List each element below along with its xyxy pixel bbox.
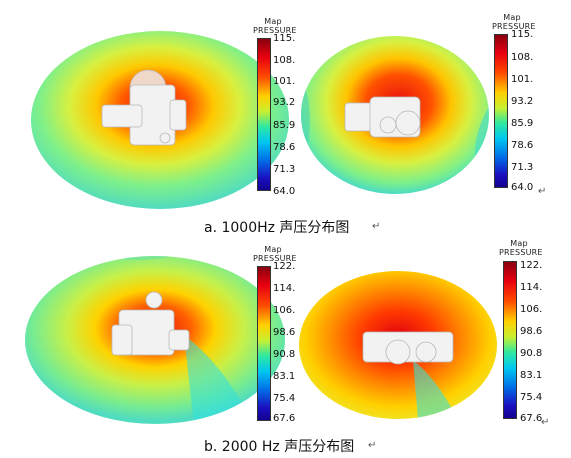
colorbar <box>257 266 271 421</box>
tick-label: 78.6 <box>273 142 296 153</box>
return-mark: ↵ <box>368 440 377 451</box>
colorbar-title: Map PRESSURE <box>499 239 543 257</box>
pressure-map-b-left <box>25 256 285 424</box>
tick-label: 98.6 <box>273 327 296 338</box>
tick-label: 108. <box>511 52 534 63</box>
tick-label: 71.3 <box>273 164 296 175</box>
tick-label: 114. <box>520 282 543 293</box>
tick-label: 64.0 <box>511 182 534 193</box>
tick-label: 108. <box>273 55 296 66</box>
caption-a: a. 1000Hz 声压分布图 <box>204 220 350 236</box>
tick-label: 90.8 <box>520 348 543 359</box>
tick-label: 75.4 <box>273 393 296 404</box>
caption-b: b. 2000 Hz 声压分布图 <box>204 439 355 455</box>
tick-label: 106. <box>520 304 543 315</box>
tick-label: 101. <box>511 74 534 85</box>
tick-label: 75.4 <box>520 392 543 403</box>
colorbar-title: Map PRESSURE <box>253 17 297 35</box>
tick-label: 93.2 <box>273 97 296 108</box>
engine-model <box>101 69 187 146</box>
pressure-map-a-right <box>301 36 489 194</box>
tick-label: 115. <box>273 33 296 44</box>
tick-label: 67.6 <box>520 413 543 424</box>
return-mark: ↵ <box>538 186 547 197</box>
pressure-map-b-right <box>299 271 497 419</box>
colorbar <box>257 38 271 191</box>
return-mark: ↵ <box>541 417 550 428</box>
colorbar <box>494 34 508 188</box>
pressure-map-a-left <box>31 31 289 209</box>
tick-label: 85.9 <box>511 118 534 129</box>
tick-label: 98.6 <box>520 326 543 337</box>
tick-label: 71.3 <box>511 162 534 173</box>
tick-label: 83.1 <box>273 371 296 382</box>
colorbar-title: Map PRESSURE <box>492 13 536 31</box>
colorbar <box>503 261 517 419</box>
tick-label: 114. <box>273 283 296 294</box>
tick-label: 83.1 <box>520 370 543 381</box>
tick-label: 78.6 <box>511 140 534 151</box>
return-mark: ↵ <box>372 221 381 232</box>
engine-model <box>362 331 454 365</box>
tick-label: 101. <box>273 76 296 87</box>
colorbar-title: Map PRESSURE <box>253 245 297 263</box>
tick-label: 115. <box>511 29 534 40</box>
tick-label: 93.2 <box>511 96 534 107</box>
tick-label: 90.8 <box>273 349 296 360</box>
tick-label: 106. <box>273 305 296 316</box>
tick-label: 64.0 <box>273 186 296 197</box>
engine-model <box>344 96 421 138</box>
tick-label: 122. <box>520 260 543 271</box>
tick-label: 85.9 <box>273 120 296 131</box>
tick-label: 67.6 <box>273 413 296 424</box>
engine-model <box>111 291 190 356</box>
tick-label: 122. <box>273 261 296 272</box>
